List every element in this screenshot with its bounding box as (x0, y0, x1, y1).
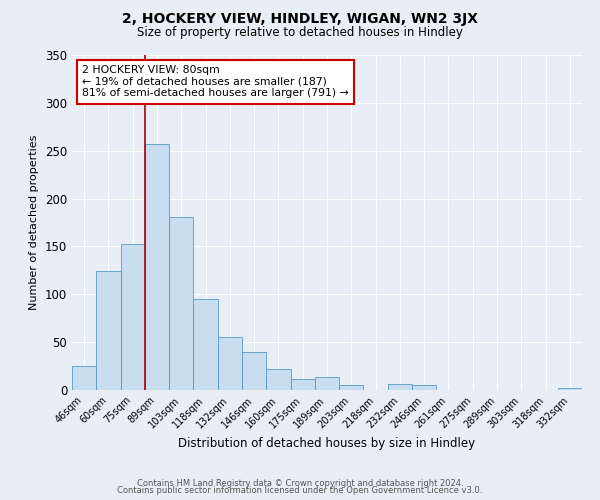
Bar (121, 244, 145, 390)
Bar (72, 366, 96, 390)
Bar (169, 217, 193, 390)
Bar (558, 388, 582, 390)
Bar (290, 378, 315, 390)
X-axis label: Distribution of detached houses by size in Hindley: Distribution of detached houses by size … (178, 437, 476, 450)
Text: Size of property relative to detached houses in Hindley: Size of property relative to detached ho… (137, 26, 463, 39)
Text: Contains public sector information licensed under the Open Government Licence v3: Contains public sector information licen… (118, 486, 482, 495)
Bar (193, 299, 218, 390)
Bar (96, 272, 121, 390)
Text: Contains HM Land Registry data © Crown copyright and database right 2024.: Contains HM Land Registry data © Crown c… (137, 478, 463, 488)
Bar (315, 376, 339, 390)
Bar (218, 338, 242, 390)
Bar (145, 144, 169, 390)
Bar (339, 385, 364, 390)
Bar (388, 384, 412, 390)
Bar (266, 369, 290, 390)
Bar (242, 352, 266, 390)
Text: 2 HOCKERY VIEW: 80sqm
← 19% of detached houses are smaller (187)
81% of semi-det: 2 HOCKERY VIEW: 80sqm ← 19% of detached … (82, 65, 349, 98)
Text: 2, HOCKERY VIEW, HINDLEY, WIGAN, WN2 3JX: 2, HOCKERY VIEW, HINDLEY, WIGAN, WN2 3JX (122, 12, 478, 26)
Bar (412, 385, 436, 390)
Y-axis label: Number of detached properties: Number of detached properties (29, 135, 40, 310)
